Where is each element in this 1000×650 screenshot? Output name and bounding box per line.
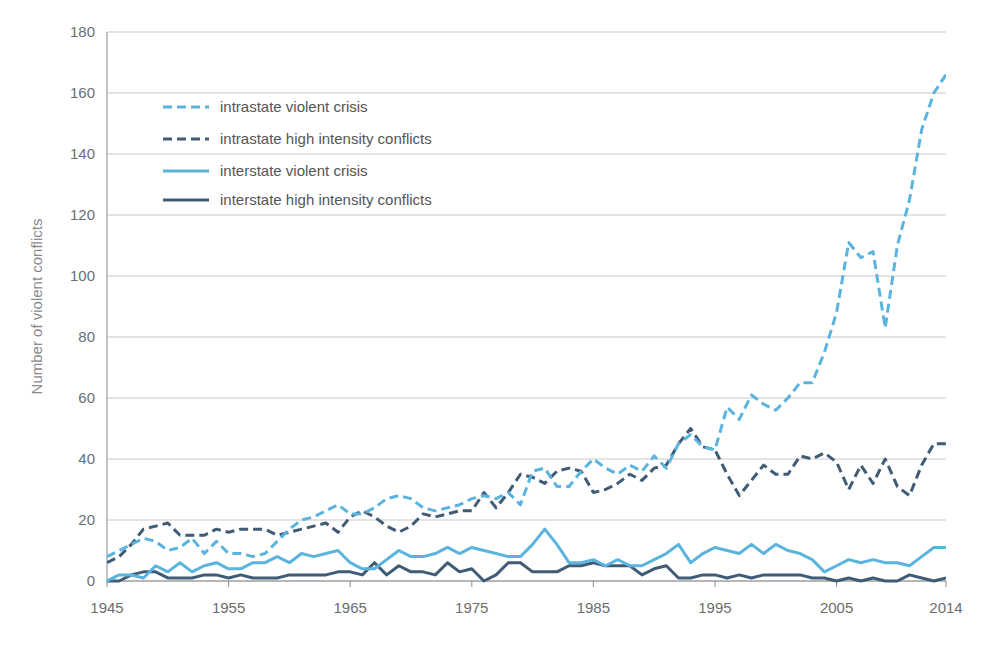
- x-tick-label: 1955: [212, 599, 245, 616]
- grid-line: [107, 276, 946, 277]
- x-axis: [107, 581, 946, 582]
- legend-swatch: [163, 199, 209, 202]
- legend-label: intrastate high intensity conflicts: [220, 130, 432, 147]
- y-tick-label: 0: [87, 572, 95, 589]
- series-line: [107, 529, 946, 581]
- y-tick-label: 40: [78, 450, 95, 467]
- plot-area: [107, 75, 946, 581]
- legend-swatch: [163, 170, 209, 173]
- y-tick-label: 180: [70, 23, 95, 40]
- grid-line: [107, 581, 946, 582]
- x-tick-label: 2014: [929, 599, 962, 616]
- x-tick-label: 1995: [698, 599, 731, 616]
- grid-line: [107, 459, 946, 460]
- legend: intrastate violent crisis intrastate high…: [163, 98, 432, 208]
- x-tick: [593, 581, 594, 587]
- series-line: [107, 429, 946, 563]
- x-tick: [471, 581, 472, 587]
- y-tick-label: 80: [78, 328, 95, 345]
- grid-line: [107, 398, 946, 399]
- x-tick-label: 2005: [820, 599, 853, 616]
- y-tick-label: 140: [70, 145, 95, 162]
- y-tick-label: 100: [70, 267, 95, 284]
- grid-line: [107, 32, 946, 33]
- legend-swatch: [163, 106, 209, 109]
- series-line: [107, 75, 946, 557]
- legend-swatch: [163, 138, 209, 141]
- x-tick-label: 1985: [577, 599, 610, 616]
- x-tick: [946, 581, 947, 587]
- x-tick-label: 1965: [334, 599, 367, 616]
- y-tick-label: 160: [70, 84, 95, 101]
- legend-label: intrastate violent crisis: [220, 98, 368, 115]
- x-tick-label: 1975: [455, 599, 488, 616]
- chart: 0 20 40 60 80 100 120 140 160 180 1945 1955 1965 1975…: [0, 0, 1000, 650]
- legend-label: interstate violent crisis: [220, 162, 368, 179]
- x-tick: [714, 581, 715, 587]
- series-line: [107, 563, 946, 581]
- x-tick-label: 1945: [90, 599, 123, 616]
- grid-line: [107, 215, 946, 216]
- y-tick-label: 60: [78, 389, 95, 406]
- x-tick: [228, 581, 229, 587]
- y-axis-label: Number of violent conflicts: [28, 219, 45, 395]
- grid-line: [107, 154, 946, 155]
- grid-line: [107, 93, 946, 94]
- y-axis: [107, 32, 108, 581]
- grid-line: [107, 337, 946, 338]
- legend-label: interstate high intensity conflicts: [220, 191, 432, 208]
- y-tick-label: 20: [78, 511, 95, 528]
- x-tick: [350, 581, 351, 587]
- y-tick-label: 120: [70, 206, 95, 223]
- grid-line: [107, 520, 946, 521]
